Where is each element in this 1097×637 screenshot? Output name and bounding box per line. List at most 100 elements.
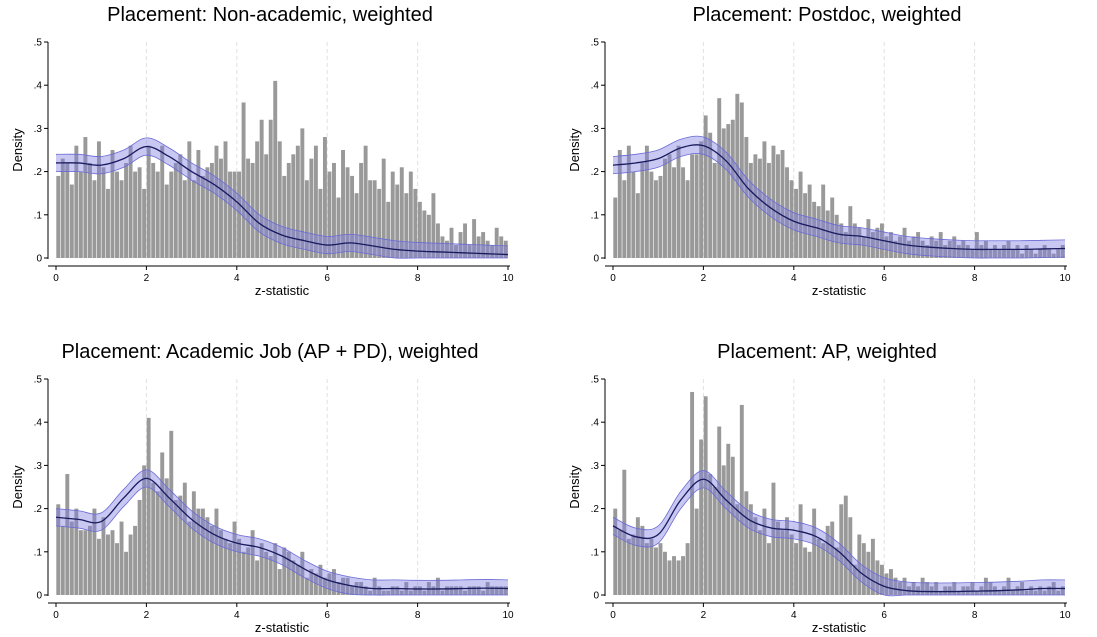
histogram-bar — [735, 504, 740, 595]
histogram-bar — [101, 167, 106, 258]
histogram-bar — [246, 158, 251, 258]
histogram-bar — [653, 547, 658, 595]
histogram-bar — [803, 193, 808, 258]
y-axis-title: Density — [10, 128, 25, 172]
histogram-bar — [196, 150, 201, 258]
histogram-bar — [875, 227, 880, 258]
histogram-bar — [467, 245, 472, 258]
histogram-bar — [640, 525, 645, 595]
histogram-bar — [467, 586, 472, 595]
histogram-bar — [178, 495, 183, 595]
histogram-bar — [807, 184, 812, 258]
y-tick-label: .5 — [591, 38, 600, 49]
histogram-bar — [830, 521, 835, 595]
histogram-bar — [313, 573, 318, 595]
histogram-bar — [277, 141, 282, 258]
histogram-bar — [911, 582, 916, 595]
histogram-bar — [454, 245, 458, 258]
histogram-bar — [241, 102, 246, 258]
histogram-bar — [988, 249, 993, 258]
histogram-bar — [952, 582, 957, 595]
histogram-bar — [164, 184, 169, 258]
histogram-bar — [83, 137, 88, 258]
y-tick-label: .2 — [591, 167, 600, 178]
histogram-bar — [681, 167, 686, 258]
histogram-bar — [250, 162, 255, 258]
histogram-bar — [191, 491, 196, 595]
histogram-bar — [490, 245, 495, 258]
histogram-bar — [110, 150, 115, 258]
y-axis-title: Density — [567, 465, 582, 509]
histogram-bar — [146, 417, 151, 595]
histogram-bar — [988, 582, 993, 595]
histogram-bar — [1029, 249, 1034, 258]
histogram-bar — [155, 491, 160, 595]
histogram-bar — [372, 577, 377, 595]
histogram-bar — [631, 534, 636, 595]
histogram-bar — [635, 517, 640, 595]
histogram-bar — [965, 245, 970, 258]
histogram-bar — [214, 145, 219, 258]
histogram-bar — [812, 201, 817, 258]
histogram-bar — [332, 162, 336, 258]
histogram-bar — [246, 547, 251, 595]
histogram-bar — [422, 590, 427, 595]
histogram-bar — [445, 240, 449, 258]
histogram-bar — [694, 508, 699, 595]
histogram-bar — [368, 590, 373, 595]
histogram-bar — [983, 577, 988, 595]
histogram-bar — [672, 167, 676, 258]
y-tick-label: .2 — [591, 504, 600, 515]
histogram-bar — [87, 525, 92, 595]
histogram-bar — [69, 521, 74, 595]
histogram-bar — [399, 167, 404, 258]
histogram-bar — [708, 474, 713, 595]
histogram-bar — [730, 456, 735, 595]
histogram-bar — [336, 582, 341, 595]
histogram-bar — [160, 452, 165, 595]
histogram-bar — [925, 582, 930, 595]
histogram-bar — [205, 167, 210, 258]
histogram-bar — [151, 162, 156, 258]
histogram-bar — [658, 175, 663, 258]
panel-academic-job: Placement: Academic Job (AP + PD), weigh… — [0, 337, 540, 637]
histogram-bar — [78, 530, 83, 595]
histogram-bar — [106, 188, 110, 258]
confidence-band — [613, 136, 1065, 259]
histogram-bar — [1051, 253, 1056, 258]
histogram-bar — [426, 214, 431, 258]
histogram-bar — [974, 590, 979, 595]
histogram-bar — [726, 443, 731, 595]
histogram-bar — [69, 184, 74, 258]
histogram-bar — [1060, 586, 1065, 595]
x-tick-label: 4 — [791, 610, 797, 621]
histogram-bar — [956, 590, 961, 595]
histogram-bar — [494, 586, 499, 595]
histogram-bar — [776, 154, 780, 258]
histogram-bar — [237, 538, 242, 595]
histogram-bar — [219, 158, 223, 258]
histogram-bar — [336, 197, 341, 258]
histogram-bar — [182, 482, 187, 595]
histogram-bar — [87, 162, 92, 258]
histogram-bar — [327, 171, 332, 258]
histogram-bar — [377, 586, 382, 595]
histogram-bar — [300, 551, 305, 595]
histogram-bar — [372, 180, 377, 258]
y-tick-label: .3 — [591, 461, 600, 472]
histogram-bar — [146, 145, 151, 258]
chart-title: Placement: Postdoc, weighted — [692, 4, 962, 26]
histogram-bar — [359, 582, 364, 595]
histogram-bar — [142, 188, 147, 258]
histogram-bar — [282, 547, 287, 595]
histogram-bar — [952, 236, 957, 258]
histogram-bar — [142, 465, 147, 595]
histogram-bar — [214, 508, 219, 595]
histogram-bar — [110, 530, 115, 595]
panel-postdoc: Placement: Postdoc, weighted 0 .1 .2 .3 .4 .5… — [557, 0, 1097, 300]
x-tick-label: 6 — [881, 610, 887, 621]
chart-svg: 0 .1 .2 .3 .4 .5 0 2 4 6 8 10 z-statistic Density — [10, 375, 514, 636]
histogram-bar — [663, 158, 667, 258]
histogram-bar — [766, 162, 771, 258]
histogram-bar — [920, 577, 925, 595]
